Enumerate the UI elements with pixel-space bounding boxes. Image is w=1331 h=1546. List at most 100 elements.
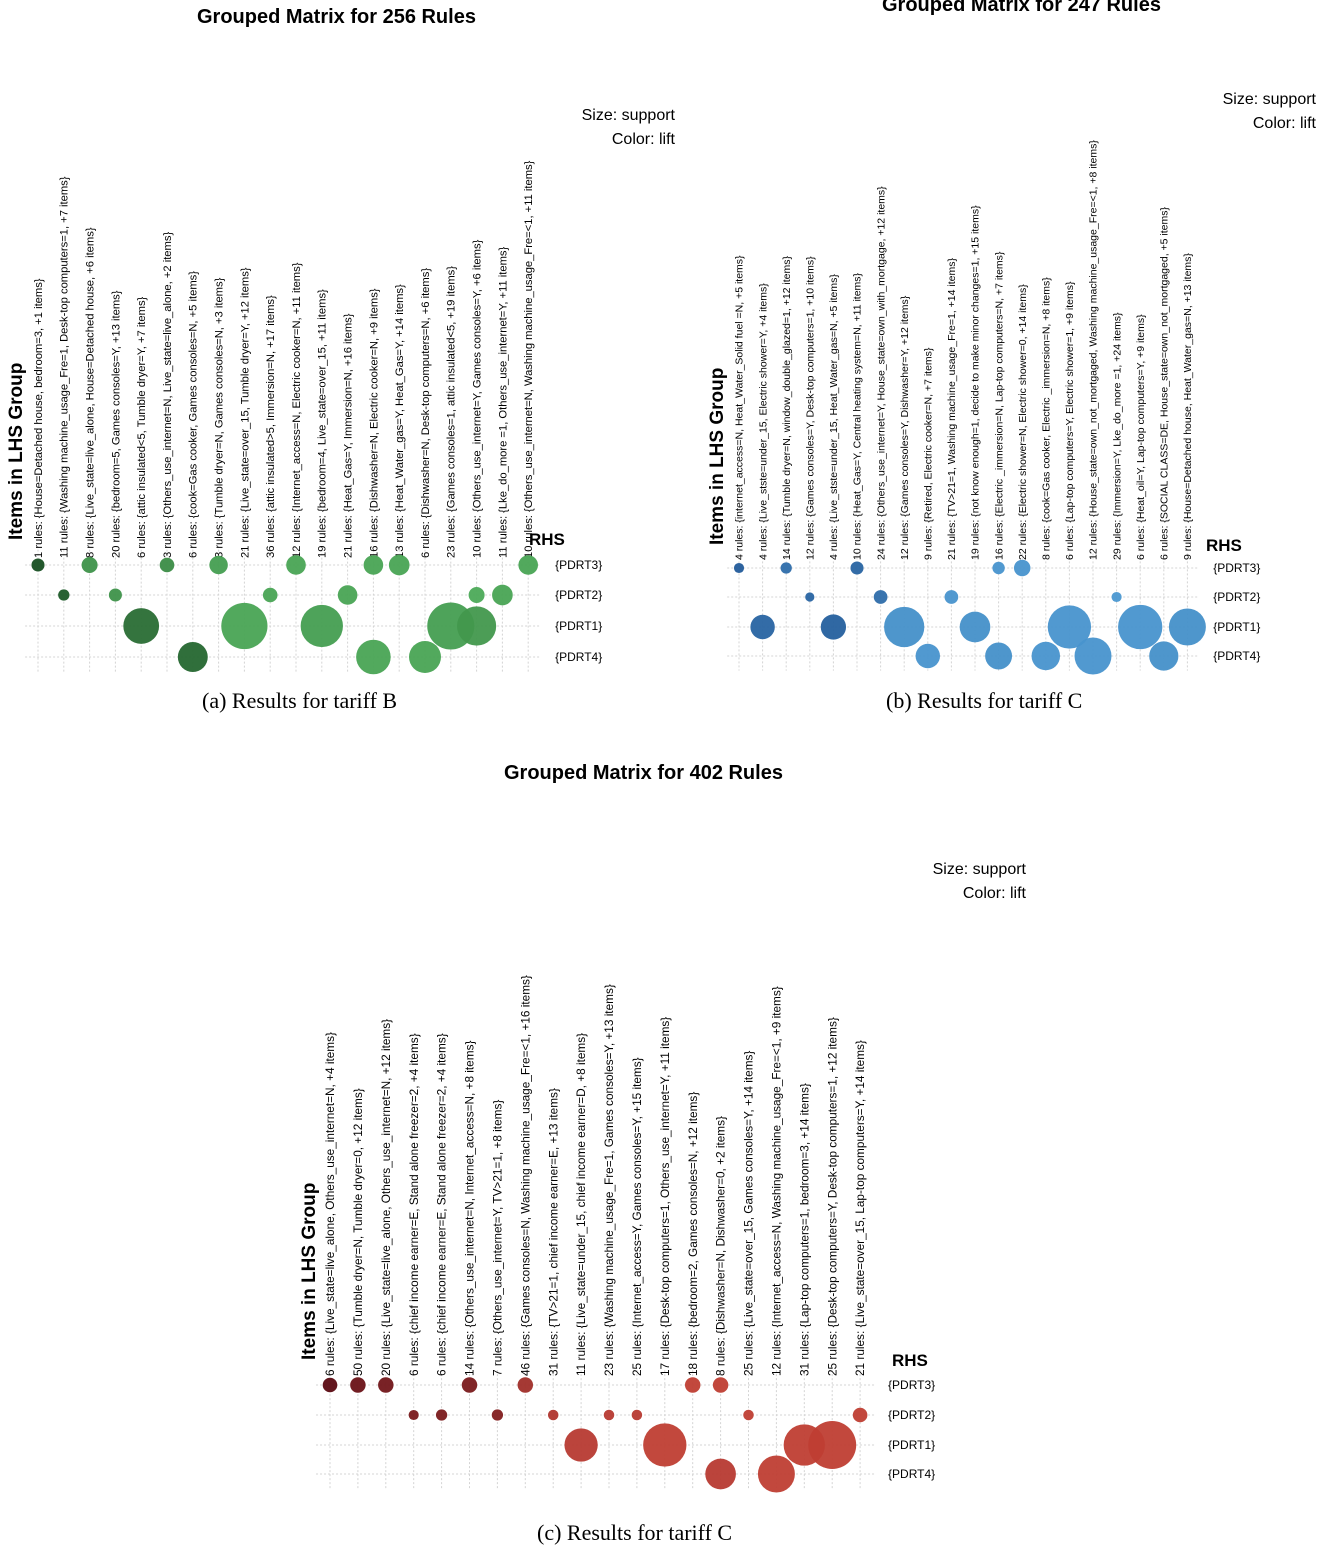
rhs-tick-label: {PDRT4} (555, 650, 602, 664)
rule-bubble (517, 1377, 534, 1393)
rhs-axis-title: RHS (892, 1351, 928, 1370)
rule-bubble (461, 1377, 478, 1393)
rhs-axis-title: RHS (1206, 536, 1242, 555)
rule-bubble (684, 1377, 701, 1393)
rhs-tick-label: {PDRT2} (555, 588, 602, 602)
rule-bubble (743, 1409, 754, 1421)
figure-caption: (b) Results for tariff C (886, 688, 1083, 713)
rhs-tick-label: {PDRT1} (1213, 620, 1260, 634)
figure-caption: (c) Results for tariff C (537, 1520, 733, 1545)
lhs-axis-title: Items in LHS Group (707, 368, 728, 545)
rule-bubble (300, 604, 343, 648)
rule-bubble (985, 642, 1013, 670)
rule-bubble (992, 561, 1005, 575)
lhs-group-label: 6 rules: {Heat_oil=Y, Lap-top computers=… (1135, 314, 1147, 560)
lhs-group-label: 6 rules: {Lap-top computers=Y, Electric … (1064, 281, 1076, 560)
rule-bubble (564, 1428, 598, 1462)
lhs-group-label: 25 rules: {Live_state=over_15, Games con… (742, 1051, 756, 1376)
rule-bubble (780, 562, 792, 574)
rule-bubble (873, 590, 888, 604)
rhs-tick-label: {PDRT2} (888, 1408, 935, 1422)
rule-bubble (757, 1455, 795, 1493)
lhs-group-label: 4 rules: {Live_stste=under_15, Electric … (757, 283, 769, 560)
lhs-group-label: 21 rules: {Live_state=over_15, Lap-top c… (853, 1040, 867, 1376)
lhs-group-label: 4 rules: {Live_stste=under_15, Heat_Wate… (828, 274, 840, 560)
lhs-group-label: 6 rules: {chief income earner=E, Stand a… (407, 1033, 421, 1376)
rule-bubble (286, 555, 306, 575)
rule-bubble (733, 562, 745, 574)
lhs-group-label: 36 rules: {attic insulated>5, Immersion=… (265, 295, 277, 558)
figure-caption: (a) Results for tariff B (202, 688, 398, 713)
rule-bubble (81, 557, 98, 573)
lhs-group-label: 20 rules: {bedroom=5, Games consoles=Y, … (110, 290, 122, 558)
lhs-group-label: 6 rules: {cook=Gas cooker, Games console… (188, 271, 200, 558)
lhs-group-label: 25 rules: {Internet_access=Y, Games cons… (630, 1057, 644, 1376)
rhs-tick-label: {PDRT1} (555, 619, 602, 633)
rule-bubble (852, 1407, 868, 1423)
legend-size: Size: support (581, 107, 675, 124)
lhs-group-label: 6 rules: {Dishwasher=N, Desk-top compute… (420, 268, 432, 558)
rule-bubble (408, 1409, 419, 1421)
rule-bubble (820, 614, 847, 640)
lhs-group-label: 16 rules: {Dishwasher=N, Electric cooker… (368, 288, 380, 558)
grouped-matrix-plot: 6 rules: {Live_state=live_alone, Others_… (299, 975, 935, 1493)
lhs-group-label: 12 rules: {House_state=own_not_mortgaged… (1088, 140, 1100, 560)
rule-bubble (959, 611, 991, 643)
lhs-group-label: 8 rules: {Dishwasher=N, Dishwasher=0, +2… (714, 1116, 728, 1376)
lhs-group-label: 10 rules: {Others_use_internet=Y, Games … (472, 239, 484, 558)
grouped-matrix-plot: 1 rules: {House=Detached house, bedroom=… (6, 160, 602, 675)
lhs-group-label: 31 rules: {TV>21=1, chief income earner=… (546, 1088, 560, 1376)
lhs-group-label: 29 rules: {Immersion=Y, Lke_do_more =1, … (1111, 312, 1123, 560)
lhs-group-label: 46 rules: {Games consoles=N, Washing mac… (518, 975, 532, 1376)
chart-legend: Size: support Color: lift (527, 104, 675, 152)
rule-bubble (108, 588, 122, 602)
lhs-group-label: 14 rules: {Tumble dryer=N, window_double… (781, 256, 793, 560)
lhs-group-label: 6 rules: {Live_state=live_alone, Others_… (323, 1032, 337, 1376)
rule-bubble (159, 557, 175, 573)
lhs-group-label: 23 rules: {Washing machine_usage_Fre=1, … (602, 984, 616, 1376)
lhs-group-label: 6 rules: {attic insulated<5, Tumble drye… (136, 296, 148, 558)
grouped-matrix-plot: 4 rules: {internet_access=N, Heat_Water_… (707, 140, 1260, 675)
rhs-tick-label: {PDRT3} (555, 558, 602, 572)
lhs-group-label: 14 rules: {Others_use_internet=N, Intern… (463, 1041, 477, 1376)
rule-bubble (1074, 637, 1112, 675)
lhs-group-label: 12 rules: {Games consoles=Y, Desk-top co… (804, 256, 816, 560)
chart-legend: Size: support Color: lift (880, 858, 1026, 906)
rule-bubble (123, 608, 160, 644)
lhs-group-label: 31 rules: {Lap-top computers=1, bedroom=… (797, 1083, 811, 1376)
rule-bubble (378, 1377, 394, 1393)
rule-bubble (805, 592, 815, 602)
rule-bubble (1047, 605, 1092, 649)
rule-bubble (221, 602, 268, 650)
lhs-group-label: 21 rules: {TV>21=1, Washing machine_usag… (946, 258, 958, 560)
rule-bubble (915, 643, 941, 669)
rule-bubble (1118, 604, 1163, 650)
lhs-group-label: 8 rules: {Live_state=live_alone, House=D… (85, 227, 97, 558)
lhs-group-label: 21 rules: {Heat_Gas=Y, Immersion=N, +16 … (343, 313, 355, 558)
legend-size: Size: support (1222, 91, 1316, 108)
lhs-group-label: 19 rules: {bedroom=4, Live_state=over_15… (317, 289, 329, 558)
rhs-tick-label: {PDRT3} (888, 1378, 935, 1392)
rule-bubble (468, 587, 485, 603)
lhs-group-label: 4 rules: {internet_access=N, Heat_Water_… (734, 255, 746, 560)
lhs-group-label: 19 rules: {not know enough=1, decide to … (970, 205, 982, 560)
rhs-tick-label: {PDRT2} (1213, 590, 1260, 604)
lhs-group-label: 21 rules: {Live_state=over_15, Tumble dr… (239, 267, 251, 558)
rule-bubble (1168, 608, 1206, 646)
lhs-group-label: 13 rules: {Heat_Water_gas=Y, Heat_Gas=Y,… (394, 284, 406, 558)
rule-bubble (491, 1409, 504, 1421)
rule-bubble (322, 1377, 338, 1393)
chart-panel-b: Grouped Matrix for 247 Rules Size: suppo… (690, 0, 1331, 740)
rhs-tick-label: {PDRT4} (1213, 649, 1260, 663)
rhs-tick-label: {PDRT1} (888, 1438, 935, 1452)
chart-legend: Size: support Color: lift (1176, 88, 1316, 136)
rule-bubble (409, 641, 441, 673)
rule-bubble (209, 555, 228, 575)
lhs-group-label: 3 rules: {Tumble dryer=N, Games consoles… (214, 277, 226, 558)
lhs-group-label: 10 rules: {Heat_Gas=Y, Central heating s… (852, 272, 864, 560)
lhs-group-label: 50 rules: {Tumble dryer=N, Tumble dryer=… (351, 1088, 365, 1376)
chart-title: Grouped Matrix for 247 Rules (882, 0, 1161, 16)
lhs-group-label: 1 rules: {House=Detached house, bedroom=… (33, 278, 45, 558)
rhs-tick-label: {PDRT3} (1213, 561, 1260, 575)
lhs-group-label: 11 rules: {Live_state=under_15, chief in… (574, 1033, 588, 1376)
